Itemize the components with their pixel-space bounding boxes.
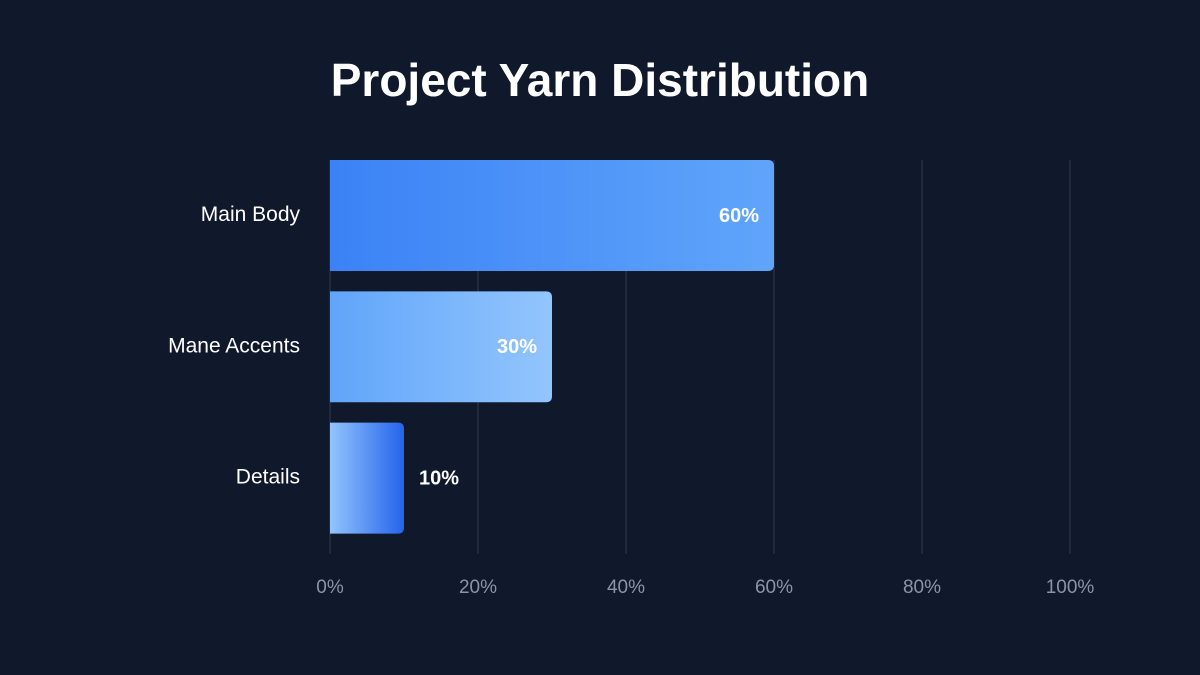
- x-tick-label: 0%: [316, 577, 344, 598]
- x-tick-label: 80%: [903, 577, 941, 598]
- value-label: 60%: [719, 205, 759, 227]
- chart-title: Project Yarn Distribution: [331, 54, 869, 106]
- value-label: 10%: [419, 467, 459, 489]
- bar: [330, 422, 404, 534]
- value-label: 30%: [497, 336, 537, 358]
- bar: [330, 291, 552, 403]
- y-tick-label: Mane Accents: [168, 334, 300, 357]
- bar: [330, 160, 774, 271]
- y-tick-label: Main Body: [201, 203, 301, 226]
- x-tick-label: 100%: [1046, 577, 1095, 598]
- y-tick-label: Details: [236, 466, 300, 489]
- x-tick-label: 40%: [607, 577, 645, 598]
- x-tick-label: 20%: [459, 577, 497, 598]
- x-tick-label: 60%: [755, 577, 793, 598]
